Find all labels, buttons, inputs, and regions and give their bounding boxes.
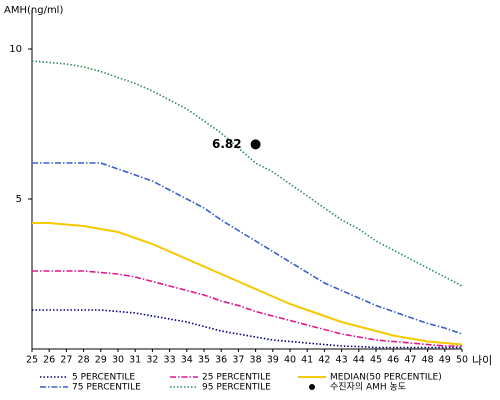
x-tick-label: 45 bbox=[370, 355, 382, 366]
y-axis-title: AMH(ng/ml) bbox=[4, 5, 63, 16]
legend-label: 25 PERCENTILE bbox=[202, 373, 271, 383]
y-tick-label: 10 bbox=[9, 44, 22, 55]
y-tick-label: 5 bbox=[16, 194, 22, 205]
x-tick-label: 41 bbox=[301, 355, 313, 366]
x-tick-label: 37 bbox=[232, 355, 244, 366]
legend-label: 수진자의 AMH 농도 bbox=[330, 382, 406, 393]
legend-label: 75 PERCENTILE bbox=[72, 383, 141, 393]
x-tick-label: 38 bbox=[250, 355, 262, 366]
series-line bbox=[31, 60, 463, 287]
x-tick-label: 28 bbox=[78, 355, 90, 366]
x-tick-label: 42 bbox=[318, 355, 330, 366]
point-label: 6.82 bbox=[212, 137, 242, 151]
legend-swatch bbox=[309, 384, 315, 390]
legend-label: 95 PERCENTILE bbox=[202, 383, 271, 393]
x-tick-label: 44 bbox=[353, 355, 365, 366]
legend-label: MEDIAN(50 PERCENTILE) bbox=[330, 373, 442, 383]
x-tick-label: 36 bbox=[215, 355, 227, 366]
x-tick-label: 34 bbox=[181, 355, 193, 366]
series-line bbox=[32, 222, 463, 346]
x-tick-label: 46 bbox=[387, 355, 399, 366]
x-tick-label: 26 bbox=[43, 355, 55, 366]
x-tick-label: 32 bbox=[146, 355, 158, 366]
x-tick-label: 31 bbox=[129, 355, 141, 366]
x-tick-label: 29 bbox=[95, 355, 107, 366]
series-line bbox=[32, 270, 462, 347]
x-tick-label: 33 bbox=[164, 355, 176, 366]
patient-point bbox=[250, 139, 261, 150]
legend-label: 5 PERCENTILE bbox=[72, 373, 135, 383]
x-tick-label: 25 bbox=[26, 355, 38, 366]
series-line bbox=[32, 309, 462, 349]
x-tick-label: 50 bbox=[456, 355, 468, 366]
x-tick-label: 43 bbox=[336, 355, 348, 366]
x-tick-label: 49 bbox=[439, 355, 451, 366]
x-tick-label: 30 bbox=[112, 355, 124, 366]
x-tick-label: 40 bbox=[284, 355, 296, 366]
x-tick-label: 47 bbox=[404, 355, 416, 366]
x-axis-title: 나이 bbox=[472, 354, 492, 367]
x-tick-label: 27 bbox=[60, 355, 72, 366]
series-line bbox=[32, 162, 463, 335]
x-tick-label: 48 bbox=[422, 355, 434, 366]
x-tick-label: 39 bbox=[267, 355, 279, 366]
x-tick-label: 35 bbox=[198, 355, 210, 366]
